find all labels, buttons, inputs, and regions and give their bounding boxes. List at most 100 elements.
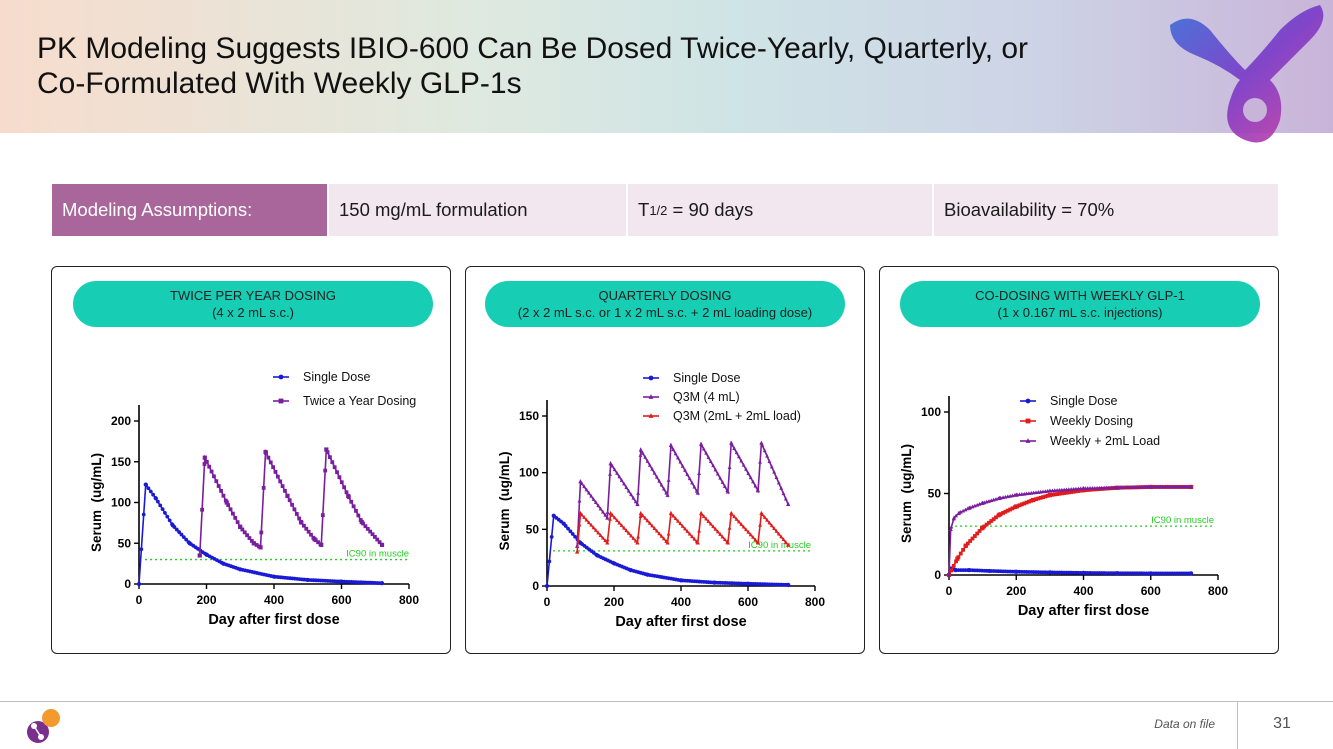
x-tick-label: 600: [738, 595, 758, 609]
series-point-2: [615, 518, 619, 522]
series-point-1: [586, 490, 591, 495]
series-vertex-1: [729, 440, 734, 445]
series-point-2: [783, 540, 788, 544]
series-vertex-0: [1014, 569, 1019, 574]
series-vertex-1: [263, 449, 268, 455]
series-point-2: [711, 524, 716, 529]
series-vertex-2: [1148, 484, 1153, 489]
series-point-2: [963, 507, 968, 512]
pill-title: QUARTERLY DOSING: [598, 288, 732, 303]
series-vertex-0: [1115, 571, 1120, 576]
series-vertex-1: [980, 525, 985, 530]
series-vertex-0: [136, 581, 142, 587]
series-point-2: [692, 536, 697, 541]
y-tick-label: 50: [118, 536, 132, 550]
series-point-1: [375, 537, 380, 542]
series-vertex-1: [251, 541, 256, 546]
series-vertex-2: [967, 505, 972, 510]
series-point-2: [678, 521, 683, 526]
half-life-symbol: T: [638, 199, 650, 220]
footer-separator: [1237, 701, 1238, 749]
series-vertex-1: [578, 479, 583, 484]
series-vertex-1: [238, 524, 243, 530]
series-point-1: [1003, 509, 1008, 514]
series-vertex-1: [258, 545, 263, 550]
series-point-1: [577, 498, 582, 503]
series-point-1: [751, 479, 755, 484]
series-vertex-1: [955, 556, 960, 561]
series-point-1: [354, 508, 358, 513]
series-vertex-2: [575, 549, 580, 554]
series-point-1: [706, 455, 711, 459]
series-vertex-1: [346, 493, 351, 499]
y-tick-label: 100: [921, 405, 941, 419]
series-point-0: [549, 534, 554, 539]
series-point-2: [734, 516, 739, 521]
series-point-0: [184, 537, 189, 542]
pill-weekly-glp1: CO-DOSING WITH WEEKLY GLP-1 (1 x 0.167 m…: [900, 281, 1260, 327]
series-vertex-1: [755, 488, 761, 493]
series-vertex-0: [551, 513, 556, 518]
series-point-1: [624, 485, 629, 489]
series-point-1: [1066, 490, 1071, 495]
series-point-1: [309, 532, 313, 537]
series-point-1: [718, 475, 723, 480]
chart-quarterly: 0 50 100 150 0 200 400 600 800 Day after first do…: [497, 371, 825, 630]
series-point-2: [645, 518, 650, 523]
series-point-1: [278, 479, 283, 484]
series-point-2: [666, 531, 671, 536]
series-point-2: [727, 525, 732, 530]
series-vertex-2: [786, 542, 791, 547]
series-point-1: [615, 470, 619, 475]
series-point-2: [753, 537, 758, 542]
series-point-1: [1074, 489, 1078, 494]
series-point-1: [212, 474, 216, 479]
series-point-1: [659, 482, 664, 487]
series-point-1: [1041, 495, 1045, 500]
series-point-1: [711, 463, 716, 468]
series-point-0: [177, 530, 182, 534]
series-point-1: [219, 488, 223, 493]
series-vertex-1: [224, 500, 229, 505]
series-point-2: [767, 520, 772, 525]
series-point-1: [1001, 511, 1005, 515]
series-vertex-1: [197, 553, 202, 558]
series-vertex-0: [339, 579, 344, 584]
series-point-1: [654, 474, 659, 479]
series-point-2: [722, 537, 727, 542]
series-point-2: [683, 526, 687, 531]
series-point-1: [622, 481, 626, 486]
series-point-0: [163, 510, 167, 515]
series-point-2: [643, 515, 648, 520]
series-point-2: [769, 523, 774, 528]
series-point-2: [720, 534, 725, 539]
series-vertex-0: [1047, 570, 1052, 575]
series-point-1: [713, 467, 718, 472]
series-point-1: [335, 470, 339, 475]
series-point-1: [732, 446, 737, 450]
series-point-1: [365, 526, 370, 531]
series-vertex-2: [635, 540, 640, 545]
pill-subtitle: (4 x 2 mL s.c.): [212, 305, 294, 320]
series-point-2: [680, 523, 685, 528]
series-point-2: [751, 535, 755, 539]
series-point-2: [624, 528, 629, 533]
series-point-1: [676, 455, 680, 460]
series-vertex-1: [1030, 497, 1036, 503]
series-point-1: [662, 486, 666, 491]
series-vertex-0: [544, 583, 550, 589]
series-point-1: [692, 484, 697, 489]
series-point-0: [568, 529, 573, 534]
series-vertex-1: [997, 512, 1002, 517]
series-point-1: [591, 497, 596, 501]
series-vertex-2: [605, 540, 610, 545]
series-point-2: [746, 529, 751, 534]
series-point-2: [591, 525, 596, 530]
series-point-1: [1062, 491, 1067, 495]
series-vertex-1: [759, 440, 764, 445]
series-point-0: [151, 492, 156, 497]
header-band: [0, 0, 1333, 133]
x-tick-label: 0: [136, 593, 143, 607]
series-point-1: [987, 520, 991, 525]
series-point-1: [328, 455, 332, 460]
